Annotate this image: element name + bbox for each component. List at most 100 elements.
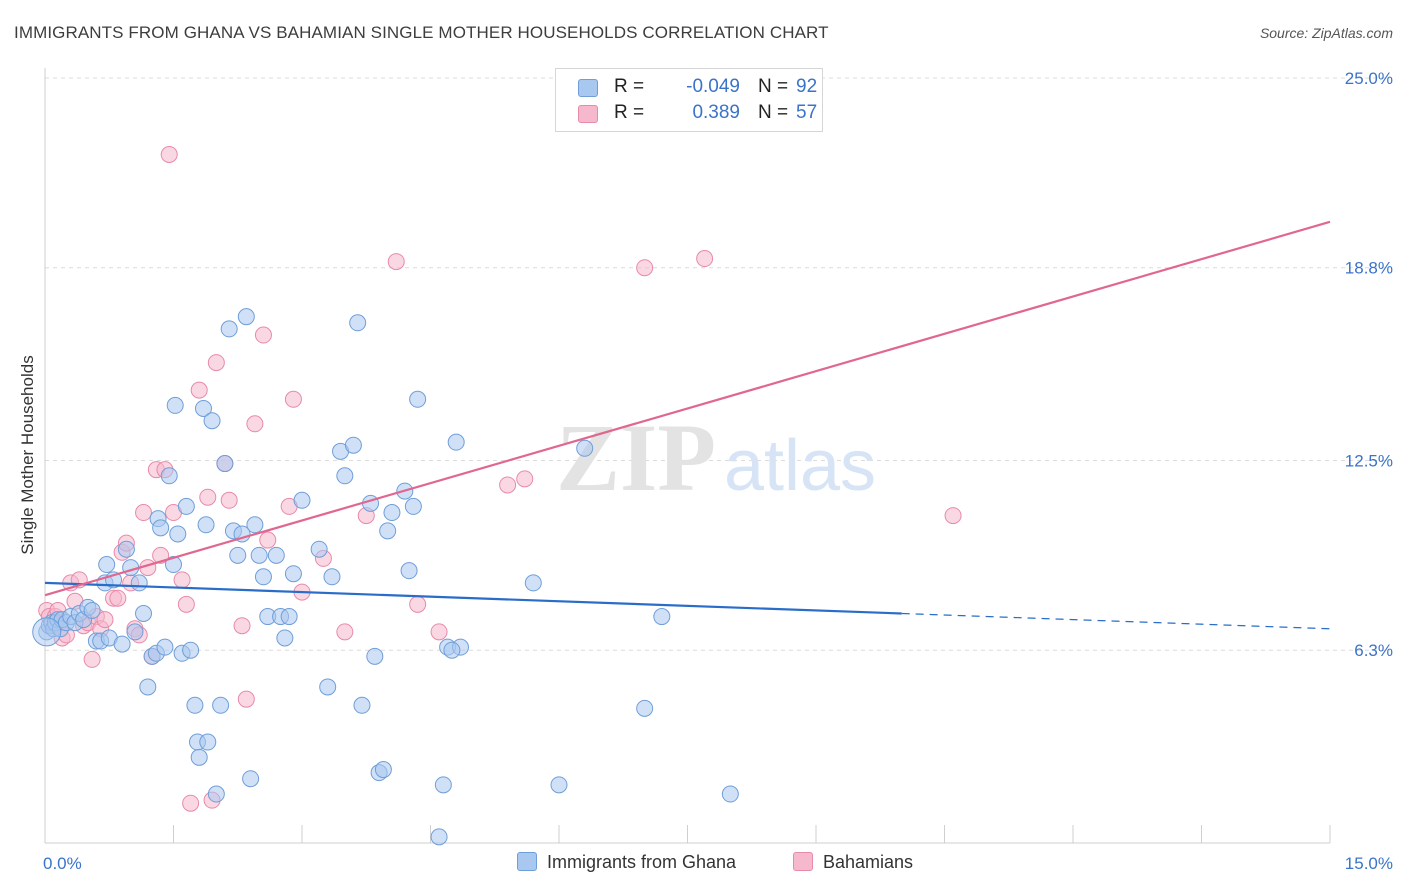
ghana-point	[336, 467, 354, 485]
ghana-point	[169, 525, 187, 543]
legend-n-value: 57	[796, 102, 818, 123]
bahamians-point	[177, 595, 195, 613]
bahamians-point	[182, 794, 200, 812]
ghana-point	[207, 785, 225, 803]
y-tick-label: 6.3%	[1354, 641, 1393, 660]
ghana-point	[379, 522, 397, 540]
ghana-point	[383, 504, 401, 522]
y-tick-label: 25.0%	[1345, 69, 1393, 88]
bahamians-point	[254, 326, 272, 344]
bahamians-point	[409, 595, 427, 613]
bahamians-point	[237, 690, 255, 708]
bottom-legend-label-bahamians: Bahamians	[823, 852, 914, 872]
ghana-point	[186, 696, 204, 714]
ghana-point	[576, 439, 594, 457]
ghana-point	[293, 491, 311, 509]
legend-r-label: R =	[614, 76, 645, 97]
bahamians-point	[233, 617, 251, 635]
ghana-point	[203, 412, 221, 430]
ghana-point	[653, 608, 671, 626]
bahamians-point	[636, 259, 654, 277]
ghana-point	[216, 455, 234, 473]
ghana-point	[160, 467, 178, 485]
bahamians-point	[516, 470, 534, 488]
watermark-atlas: atlas	[724, 426, 876, 506]
ghana-point	[220, 320, 238, 338]
ghana-point	[237, 308, 255, 326]
ghana-point-large	[32, 617, 62, 647]
ghana-point	[284, 565, 302, 583]
source-label: Source: ZipAtlas.com	[1259, 25, 1393, 41]
tick-labels: 6.3% 12.5% 18.8% 25.0% 0.0% 15.0%	[43, 69, 1393, 873]
bahamians-point	[135, 504, 153, 522]
bahamians-point	[284, 390, 302, 408]
ghana-point	[434, 776, 452, 794]
ghana-point	[199, 733, 217, 751]
ghana-point	[98, 556, 116, 574]
bahamians-point	[190, 381, 208, 399]
legend-r-label: R =	[614, 102, 645, 123]
bottom-legend-bahamians: Bahamians	[793, 852, 913, 873]
ghana-point	[443, 641, 461, 659]
ghana-point	[130, 574, 148, 592]
x-tick-label: 0.0%	[43, 854, 82, 873]
ghana-point	[319, 678, 337, 696]
bahamians-point	[499, 476, 517, 494]
legend-swatch-bahamians	[578, 105, 598, 123]
bahamians-point	[336, 623, 354, 641]
bahamians-point	[83, 650, 101, 668]
ghana-point	[194, 399, 212, 417]
chart-title: IMMIGRANTS FROM GHANA VS BAHAMIAN SINGLE…	[14, 23, 829, 42]
ghana-point	[267, 546, 285, 564]
ghana-point	[139, 678, 157, 696]
ghana-point	[721, 785, 739, 803]
ghana-point	[409, 390, 427, 408]
bahamians-point	[109, 589, 127, 607]
bahamians-point	[207, 354, 225, 372]
bahamians-point	[944, 507, 962, 525]
ghana-trend-line	[44, 581, 902, 615]
bahamians-point	[696, 250, 714, 268]
legend-r-value: -0.049	[686, 76, 740, 97]
ghana-point	[524, 574, 542, 592]
bottom-legend-label-ghana: Immigrants from Ghana	[547, 852, 737, 872]
ghana-point	[323, 568, 341, 586]
ghana-point	[126, 623, 144, 641]
bahamians-point	[387, 253, 405, 271]
bahamians-point	[173, 571, 191, 589]
ghana-point	[404, 497, 422, 515]
ghana-point	[250, 546, 268, 564]
ghana-point	[246, 516, 264, 534]
ghana-point	[177, 497, 195, 515]
ghana-point	[197, 516, 215, 534]
ghana-point	[135, 605, 153, 622]
ghana-point	[362, 494, 380, 512]
ghana-point	[156, 638, 174, 656]
ghana-point	[165, 556, 182, 574]
y-tick-label: 18.8%	[1345, 259, 1393, 278]
legend-n-label: N =	[758, 102, 789, 123]
ghana-trend-extension	[901, 612, 1331, 630]
bottom-legend-ghana: Immigrants from Ghana	[517, 852, 736, 873]
ghana-point	[374, 761, 392, 779]
ghana-point	[344, 436, 362, 454]
bahamians-point	[220, 491, 238, 509]
ghana-point	[400, 562, 418, 580]
ghana-points	[32, 308, 739, 846]
ghana-point	[212, 696, 230, 714]
ghana-point	[254, 568, 272, 586]
grid-lines	[45, 77, 1390, 651]
legend-n-value: 92	[796, 76, 818, 97]
ghana-point	[83, 601, 101, 619]
bahamians-point	[199, 488, 217, 506]
ghana-point	[430, 828, 448, 846]
bahamians-point	[96, 611, 114, 629]
ghana-point	[636, 699, 654, 717]
y-axis-title: Single Mother Households	[18, 355, 37, 555]
ghana-point	[366, 647, 384, 665]
ghana-point	[229, 546, 247, 564]
ghana-point	[310, 540, 328, 558]
watermark-zip: ZIP	[556, 404, 716, 511]
bahamians-trend-line	[44, 220, 1331, 597]
